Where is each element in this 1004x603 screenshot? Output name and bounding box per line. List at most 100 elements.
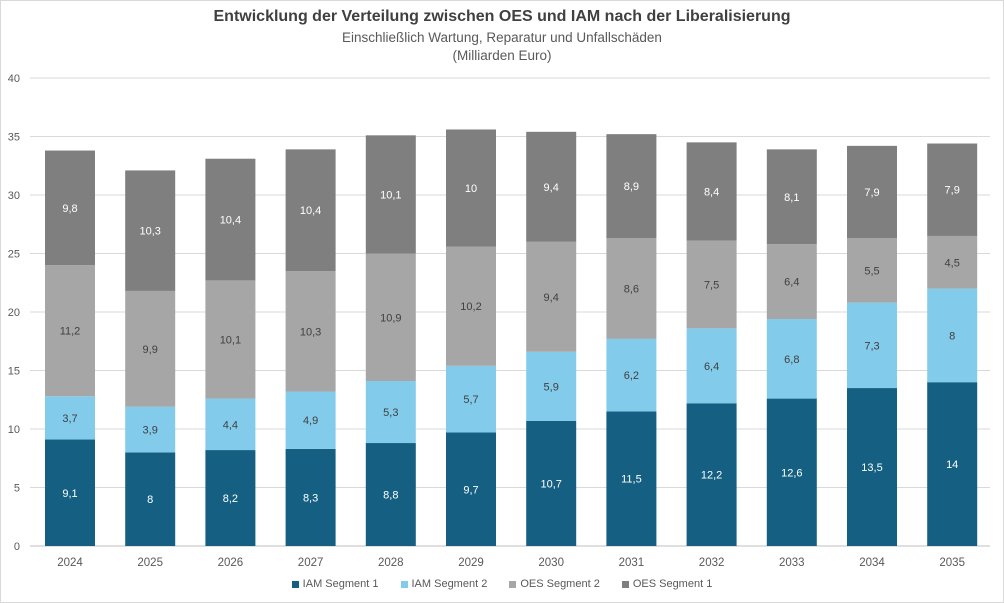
data-label: 6,8 [784,354,799,366]
chart-subtitle: Einschließlich Wartung, Reparatur und Un… [342,30,662,45]
bar-segment [766,149,817,245]
x-tick-label: 2027 [298,557,324,569]
data-label: 10,2 [460,301,481,313]
bar-segment [847,302,897,389]
y-tick-label: 30 [8,190,20,202]
data-label: 8 [949,330,955,342]
data-label: 9,4 [544,292,559,304]
bar-segment [526,351,577,421]
bar-segment [446,432,496,546]
data-label: 10,4 [220,215,241,227]
bar-segment [606,238,657,339]
data-label: 9,9 [143,344,158,356]
bar-segment [927,235,978,289]
bar-segment [766,244,817,320]
data-label: 7,9 [864,187,879,199]
data-label: 8,1 [784,192,799,204]
data-label: 10,3 [139,226,160,238]
x-tick-label: 2024 [57,557,83,569]
data-label: 12,6 [781,467,802,479]
bar-segment [446,129,496,247]
data-label: 8,6 [624,284,639,296]
legend-label: OES Segment 1 [632,578,713,590]
y-tick-label: 5 [14,483,20,495]
bar-segment [847,145,897,239]
data-label: 9,4 [544,182,559,194]
legend-item: IAM Segment 2 [400,578,488,590]
bar-segment [205,398,256,451]
bar-segment [125,452,176,546]
data-label: 8,9 [624,181,639,193]
bar-segment [686,403,737,546]
chart-unit-label: (Milliarden Euro) [452,48,552,63]
data-label: 8,4 [704,186,719,198]
data-label: 9,7 [463,484,478,496]
y-tick-label: 40 [8,73,20,85]
data-label: 6,4 [784,277,799,289]
bar-segment [766,398,817,546]
data-label: 10,7 [540,478,561,490]
legend-label: OES Segment 2 [520,578,600,590]
bar-segment [847,238,897,303]
x-tick-label: 2031 [619,557,645,569]
legend-item: OES Segment 1 [621,578,713,590]
x-tick-label: 2035 [939,557,965,569]
data-label: 5,3 [383,407,398,419]
bar-segment [125,406,176,453]
bar-segment [446,246,496,366]
legend-label: IAM Segment 1 [302,578,379,590]
data-label: 10,1 [380,189,401,201]
legend-item: IAM Segment 1 [291,578,379,590]
data-label: 5,7 [463,394,478,406]
bar-segment [45,396,95,440]
data-label: 11,5 [621,474,642,486]
chart-title: Entwicklung der Verteilung zwischen OES … [213,8,791,25]
bar-segment [45,265,95,397]
bar-segment [365,381,416,444]
bar-segment [365,443,416,546]
bar-segment [686,328,737,404]
legend-swatch [509,580,517,588]
data-label: 10,3 [300,326,321,338]
data-label: 13,5 [861,462,882,474]
bar-segment [205,158,256,281]
x-tick-label: 2028 [378,557,404,569]
data-label: 8,2 [223,493,238,505]
data-label: 8,3 [303,492,318,504]
data-label: 4,4 [223,419,238,431]
bar-segment [927,143,978,236]
data-label: 9,8 [62,203,77,215]
legend-swatch [291,580,299,588]
data-label: 9,1 [62,488,77,500]
data-label: 10,1 [220,334,241,346]
y-tick-label: 0 [14,541,20,553]
bar-segment [45,150,95,266]
bar-segment [125,170,176,291]
data-label: 11,2 [60,326,81,338]
x-tick-label: 2025 [137,557,163,569]
y-tick-label: 35 [8,132,20,144]
bar-segment [526,131,577,242]
legend-label: IAM Segment 2 [411,578,488,590]
bar-segment [365,135,416,254]
data-label: 3,9 [143,425,158,437]
data-label: 6,4 [704,361,719,373]
y-tick-label: 10 [8,424,20,436]
data-label: 10,9 [380,312,401,324]
bar-segment [125,290,176,407]
bar-segment [205,280,256,399]
x-tick-label: 2029 [458,557,484,569]
bar-segment [526,420,577,546]
data-label: 3,7 [62,413,77,425]
bar-segment [927,288,978,383]
data-label: 5,5 [864,265,879,277]
data-label: 7,3 [864,340,879,352]
x-tick-label: 2033 [779,557,805,569]
y-tick-label: 15 [8,366,20,378]
legend-swatch [621,580,629,588]
legend: IAM Segment 1 IAM Segment 2 OES Segment 2 O… [0,578,1004,590]
legend-swatch [400,580,408,588]
data-label: 7,9 [945,185,960,197]
x-tick-label: 2034 [859,557,885,569]
